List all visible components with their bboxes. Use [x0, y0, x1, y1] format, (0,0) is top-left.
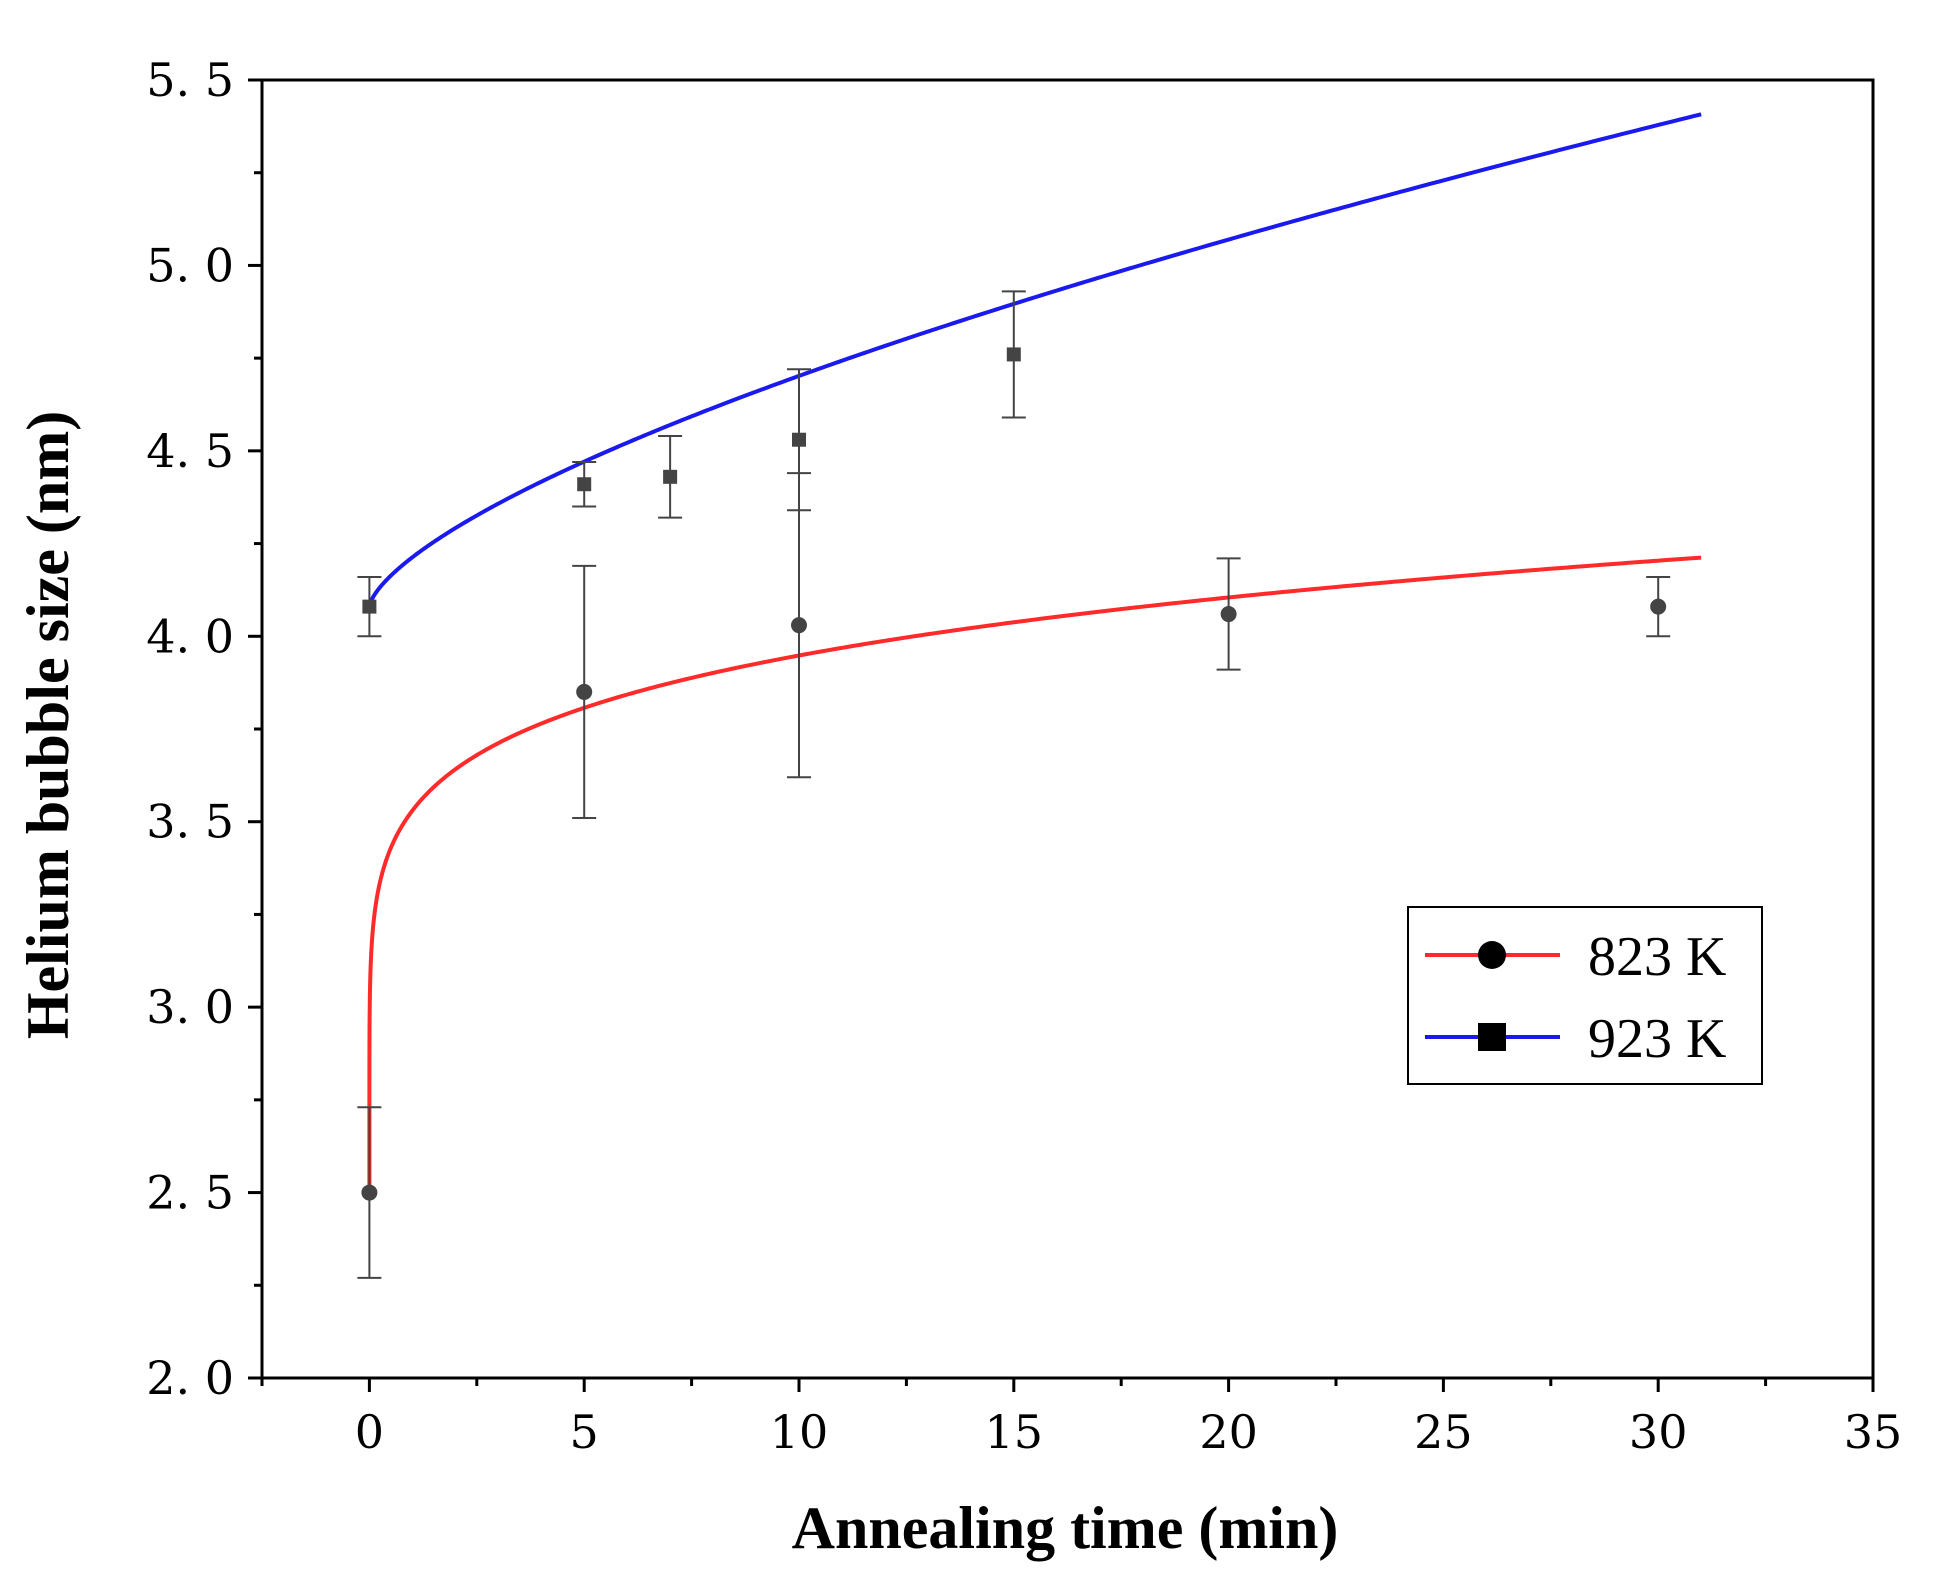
y-tick-label-1: 2. 5 — [146, 1166, 234, 1220]
x-tick-label-30: 30 — [1629, 1405, 1688, 1459]
x-tick-label-0: 0 — [355, 1405, 384, 1459]
x-tick-label-15: 15 — [985, 1405, 1044, 1459]
point-823k-0 — [361, 1184, 378, 1201]
point-823k-2 — [791, 617, 807, 634]
point-823k-3 — [1220, 606, 1237, 623]
x-tick-label-5: 5 — [570, 1405, 599, 1459]
y-axis-title: Helium bubble size (nm) — [15, 411, 81, 1039]
legend-marker-923k — [1478, 1023, 1506, 1051]
y-tick-label-3: 3. 5 — [146, 795, 234, 849]
y-tick-label-6: 5. 0 — [146, 238, 234, 292]
plot-frame — [260, 78, 1875, 1380]
point-823k-1 — [576, 683, 593, 700]
legend-marker-823k — [1478, 941, 1506, 969]
legend-box — [1407, 906, 1763, 1085]
point-823k-4 — [1650, 598, 1667, 615]
y-tick-label-0: 2. 0 — [146, 1351, 234, 1405]
tick-labels: 0 5 10 15 20 25 30 35 2. 0 2. 5 3. 0 3. 5 4. 0 4. 5 5.… — [146, 53, 1902, 1459]
fit-curve-823k — [367, 555, 1702, 1193]
y-tick-label-2: 3. 0 — [146, 980, 234, 1034]
legend-label-823k: 823 K — [1588, 926, 1726, 988]
point-923k-2 — [663, 469, 678, 484]
y-tick-label-5: 4. 5 — [146, 424, 234, 478]
x-tick-label-35: 35 — [1844, 1405, 1903, 1459]
data-points — [361, 347, 1667, 1201]
y-tick-label-7: 5. 5 — [146, 53, 234, 107]
point-923k-1 — [577, 477, 592, 492]
x-tick-label-20: 20 — [1199, 1405, 1258, 1459]
point-923k-3 — [792, 432, 806, 447]
x-tick-label-25: 25 — [1414, 1405, 1473, 1459]
x-axis-title: Annealing time (min) — [792, 1495, 1339, 1561]
point-923k-0 — [362, 599, 377, 614]
point-923k-4 — [1006, 347, 1021, 362]
fit-curve-923k — [367, 112, 1702, 607]
legend-label-923k: 923 K — [1588, 1008, 1726, 1070]
legend: 823 K 923 K — [1407, 906, 1763, 1085]
y-tick-label-4: 4. 0 — [146, 609, 234, 663]
fit-curves — [367, 112, 1702, 1193]
error-bars — [357, 290, 1671, 1279]
x-tick-label-10: 10 — [770, 1405, 829, 1459]
axes — [248, 78, 1875, 1392]
